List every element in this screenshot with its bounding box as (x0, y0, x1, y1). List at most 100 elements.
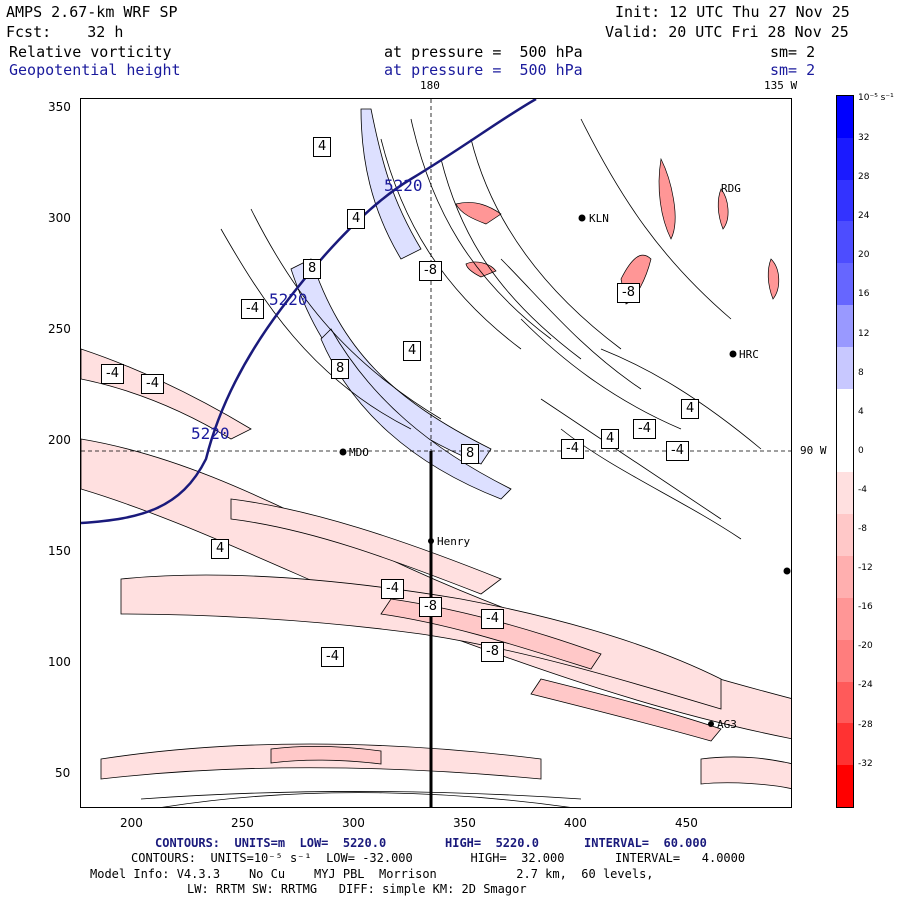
y-tick: 250 (48, 322, 71, 336)
colorbar-band (837, 346, 853, 389)
vorticity-contour-label: 4 (681, 399, 700, 419)
y-tick: 300 (48, 211, 71, 225)
height-contour-label: 5220 (191, 424, 230, 443)
vorticity-contour-label: 8 (303, 259, 322, 279)
colorbar-tick-label: 8 (858, 367, 864, 378)
colorbar-band (837, 597, 853, 640)
colorbar-tick-label: 32 (858, 133, 870, 143)
colorbar-tick-label: 28 (858, 172, 870, 183)
colorbar-tick-label: -12 (858, 563, 873, 574)
x-tick: 300 (342, 816, 365, 830)
colorbar-band (837, 388, 853, 431)
colorbar-band (837, 96, 853, 138)
station-label: HRC (739, 348, 759, 361)
map-plot: 5220 5220 5220 Henry KLN RDG HRC AG3 MDO… (80, 98, 792, 808)
x-tick: 250 (231, 816, 254, 830)
model-title: AMPS 2.67-km WRF SP (6, 3, 178, 21)
vorticity-contour-label: -4 (141, 374, 164, 394)
vorticity-contour-label: -4 (381, 579, 404, 599)
colorbar-band (837, 765, 853, 807)
footer-model-info: Model Info: V4.3.3 No Cu MYJ PBL Morriso… (90, 867, 654, 881)
station-label: AG3 (717, 718, 737, 731)
x-tick: 400 (564, 816, 587, 830)
colorbar-band (837, 723, 853, 766)
y-tick: 50 (55, 766, 71, 780)
vorticity-contour-label: -4 (666, 441, 689, 461)
station-label: Henry (437, 535, 471, 548)
colorbar-band (837, 137, 853, 180)
vorticity-contour-label: -4 (101, 364, 124, 384)
colorbar-tick-label: -28 (858, 719, 873, 730)
footer-vort-contours: CONTOURS: UNITS=10⁻⁵ s⁻¹ LOW= -32.000 HI… (131, 851, 746, 865)
valid-time: Valid: 20 UTC Fri 28 Nov 25 (605, 23, 849, 41)
colorbar-band (837, 514, 853, 557)
meridian-right-top-label: 135 W (764, 79, 798, 92)
colorbar-tick-label: -20 (858, 641, 873, 652)
vorticity-contour-label: 4 (211, 539, 230, 559)
footer-physics: LW: RRTM SW: RRTMG DIFF: simple KM: 2D S… (187, 882, 527, 896)
colorbar-tick-label: -32 (858, 758, 873, 769)
colorbar-band (837, 221, 853, 264)
field1-smoothing: sm= 2 (770, 43, 816, 61)
vorticity-contour-label: -8 (617, 283, 640, 303)
vorticity-contour-label: -4 (241, 299, 264, 319)
height-contour-label: 5220 (269, 290, 308, 309)
vorticity-contour-label: -4 (561, 439, 584, 459)
vorticity-contour-label: -8 (419, 261, 442, 281)
field1-name: Relative vorticity (9, 43, 172, 61)
colorbar-tick-label: 20 (858, 250, 870, 261)
parallel-right-label: 90 W (800, 444, 827, 457)
colorbar-band (837, 639, 853, 682)
colorbar-band (837, 179, 853, 222)
vorticity-contour-label: 4 (601, 429, 620, 449)
y-tick: 100 (48, 655, 71, 669)
colorbar-tick-label: -4 (858, 484, 867, 495)
footer-height-high: HIGH= 5220.0 (445, 836, 539, 850)
colorbar (836, 95, 854, 808)
colorbar-unit: 10⁻⁵ s⁻¹ (858, 93, 894, 103)
colorbar-band (837, 556, 853, 598)
field2-level: at pressure = 500 hPa (384, 61, 583, 79)
x-tick: 200 (120, 816, 143, 830)
vorticity-contour-label: 4 (347, 209, 366, 229)
colorbar-tick-label: -24 (858, 680, 873, 691)
vorticity-contour-label: -4 (321, 647, 344, 667)
colorbar-band (837, 305, 853, 347)
vorticity-contour-label: -4 (633, 419, 656, 439)
x-tick: 350 (453, 816, 476, 830)
colorbar-tick-label: 12 (858, 328, 870, 339)
colorbar-tick-label: 4 (858, 406, 864, 417)
colorbar-tick-label: -16 (858, 602, 873, 613)
vorticity-contour-label: 4 (403, 341, 422, 361)
colorbar-tick-label: 0 (858, 445, 864, 456)
y-tick: 200 (48, 433, 71, 447)
height-contour-label: 5220 (384, 176, 423, 195)
vorticity-field (81, 99, 791, 807)
station-label: MDO (349, 446, 369, 459)
vorticity-contour-label: 8 (461, 444, 480, 464)
colorbar-band (837, 263, 853, 306)
forecast-hour: Fcst: 32 h (6, 23, 124, 41)
footer-height-contours: CONTOURS: UNITS=m LOW= 5220.0 (155, 836, 387, 850)
field2-smoothing: sm= 2 (770, 61, 816, 79)
field2-name: Geopotential height (9, 61, 181, 79)
meridian-top-label: 180 (420, 79, 440, 92)
vorticity-contour-label: 8 (331, 359, 350, 379)
colorbar-band (837, 681, 853, 724)
vorticity-contour-label: -8 (481, 642, 504, 662)
station-label: RDG (721, 182, 741, 195)
y-tick: 350 (48, 100, 71, 114)
colorbar-tick-label: 24 (858, 211, 870, 222)
colorbar-tick-label: 16 (858, 289, 870, 300)
colorbar-band (837, 430, 853, 473)
vorticity-contour-label: -4 (481, 609, 504, 629)
field1-level: at pressure = 500 hPa (384, 43, 583, 61)
y-tick: 150 (48, 544, 71, 558)
x-tick: 450 (675, 816, 698, 830)
colorbar-tick-label: -8 (858, 524, 867, 534)
colorbar-band (837, 472, 853, 515)
vorticity-contour-label: -8 (419, 597, 442, 617)
station-label: KLN (589, 212, 609, 225)
init-time: Init: 12 UTC Thu 27 Nov 25 (615, 3, 850, 21)
footer-height-interval: INTERVAL= 60.000 (584, 836, 707, 850)
